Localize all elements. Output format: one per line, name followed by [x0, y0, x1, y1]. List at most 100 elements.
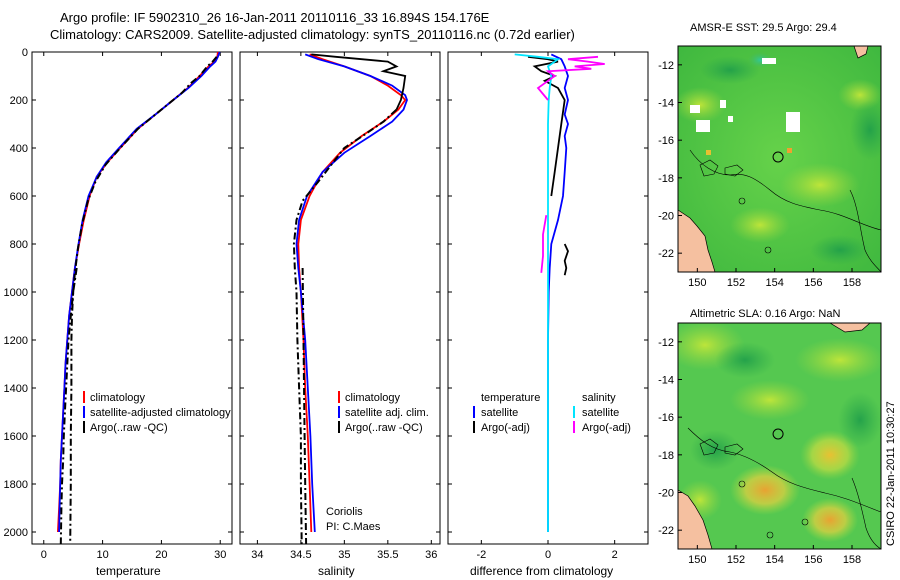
map-x-tick-label: 154 — [765, 277, 783, 289]
salinity-plot: 34 34.5 35 35.5 36 — [240, 51, 440, 561]
sla-land-coast — [829, 323, 871, 333]
series-argo-raw-qc — [59, 267, 78, 545]
sla-high-patch — [730, 465, 800, 515]
map-x-tick-label: 154 — [765, 554, 783, 566]
map-y-tick-label: -20 — [658, 211, 674, 223]
sst-cool-patch — [850, 100, 881, 160]
csiro-timestamp: CSIRO 22-Jan-2011 10:30:27 — [885, 401, 897, 546]
salinity-panel-frame — [239, 51, 441, 545]
legend-entry-satellite: satellite-adjusted climatology — [90, 407, 231, 419]
sst-cool-patch — [700, 56, 760, 84]
y-tick-label: 200 — [10, 95, 28, 107]
legend-entry-climatology: climatology — [345, 392, 401, 404]
sst-missing-cell — [720, 100, 726, 108]
map-y-tick-label: -12 — [658, 60, 674, 72]
sst-land-coast — [678, 209, 716, 272]
difference-legend: temperature satellite Argo(-adj) salinit… — [473, 392, 631, 434]
temperature-axis-label: temperature — [96, 564, 161, 578]
sla-high-patch — [730, 380, 810, 420]
temperature-legend: climatology satellite-adjusted climatolo… — [83, 391, 231, 434]
map-y-tick-label: -22 — [658, 525, 674, 537]
series-climatology — [297, 53, 407, 533]
series-argo-raw-qc — [292, 108, 398, 545]
legend-entry-temp-argo: Argo(-adj) — [481, 422, 530, 434]
y-tick-label: 600 — [10, 191, 28, 203]
map-x-tick-label: 150 — [688, 554, 706, 566]
y-tick-label: 800 — [10, 239, 28, 251]
legend-entry-sal-satellite: satellite — [582, 407, 619, 419]
legend-entry-argo: Argo(..raw -QC) — [345, 422, 423, 434]
sst-missing-cell — [690, 105, 700, 113]
difference-plot: -2 0 2 — [448, 51, 648, 561]
sst-hot-cell — [787, 148, 792, 153]
sst-hot-cell — [706, 150, 711, 155]
x-tick-label: 30 — [214, 549, 226, 561]
sst-bathymetry-contour — [849, 189, 881, 272]
map-x-tick-label: 158 — [843, 554, 861, 566]
x-tick-label: 34 — [251, 549, 263, 561]
x-tick-label: 0 — [41, 549, 47, 561]
y-tick-label: 1000 — [4, 287, 28, 299]
series-climatology — [57, 51, 219, 533]
x-tick-label: 35 — [338, 549, 350, 561]
map-x-tick-label: 156 — [804, 554, 822, 566]
x-tick-label: 10 — [96, 549, 108, 561]
series-argo-raw-qc — [311, 53, 407, 110]
sla-low-patch — [838, 392, 881, 448]
sla-reef-outline — [699, 438, 744, 456]
map-y-tick-label: -18 — [658, 173, 674, 185]
sst-warm-patch — [780, 163, 860, 207]
pi-label: PI: C.Maes — [326, 521, 381, 533]
sst-reef-outline — [699, 159, 744, 177]
temperature-panel-frame — [31, 51, 233, 545]
series-temperature-argo-adj — [563, 243, 569, 276]
sst-reef-ring — [738, 197, 746, 205]
y-tick-label: 400 — [10, 143, 28, 155]
sst-land-coast — [853, 46, 869, 59]
legend-entry-satellite: satellite adj. clim. — [345, 407, 429, 419]
difference-axis-label: difference from climatology — [470, 564, 613, 578]
salinity-axis-label: salinity — [318, 564, 355, 578]
map-y-tick-label: -20 — [658, 488, 674, 500]
series-temperature-satellite — [547, 53, 569, 532]
sla-low-patch — [715, 342, 775, 378]
figure-title-line2: Climatology: CARS2009. Satellite-adjuste… — [50, 27, 575, 42]
series-satellite-adjusted-climatology — [58, 51, 221, 533]
figure-title-line1: Argo profile: IF 5902310_26 16-Jan-2011 … — [60, 10, 490, 25]
sla-reef-ring — [766, 531, 774, 539]
map-x-tick-label: 156 — [804, 277, 822, 289]
map-y-tick-label: -18 — [658, 450, 674, 462]
sst-map-frame — [677, 45, 882, 273]
y-tick-label: 1200 — [4, 335, 28, 347]
map-y-tick-label: -16 — [658, 412, 674, 424]
series-salinity-argo-adj — [540, 215, 548, 273]
temperature-plot: 0 10 20 30 0 200 400 600 800 1000 1200 1400 1600 1800… — [4, 47, 232, 561]
series-argo-raw-qc — [301, 267, 308, 545]
map-y-tick-label: -14 — [658, 375, 674, 387]
sst-warm-patch — [730, 207, 790, 243]
data-centre-label: Coriolis — [326, 506, 363, 518]
argo-position-marker — [772, 428, 784, 440]
sla-low-patch — [690, 430, 740, 470]
map-y-tick-label: -14 — [658, 98, 674, 110]
x-tick-label: 36 — [425, 549, 437, 561]
sla-bathymetry-contour — [687, 427, 881, 513]
y-tick-label: 1800 — [4, 479, 28, 491]
legend-entry-temp-satellite: satellite — [481, 407, 518, 419]
x-tick-label: 20 — [155, 549, 167, 561]
sst-missing-cell — [728, 116, 733, 122]
sst-warm-patch — [678, 87, 726, 123]
series-temperature-argo-adj — [527, 55, 566, 197]
sst-missing-cell — [786, 112, 800, 132]
sla-map-frame — [677, 322, 882, 550]
map-x-tick-label: 150 — [688, 277, 706, 289]
legend-entry-climatology: climatology — [90, 392, 146, 404]
series-satellite-adj-clim — [295, 53, 408, 533]
series-salinity-satellite — [514, 53, 561, 532]
sla-high-patch — [800, 430, 860, 480]
map-x-tick-label: 158 — [843, 277, 861, 289]
map-x-tick-label: 152 — [727, 277, 745, 289]
salinity-legend: climatology satellite adj. clim. Argo(..… — [338, 391, 429, 434]
x-tick-label: 0 — [545, 549, 551, 561]
